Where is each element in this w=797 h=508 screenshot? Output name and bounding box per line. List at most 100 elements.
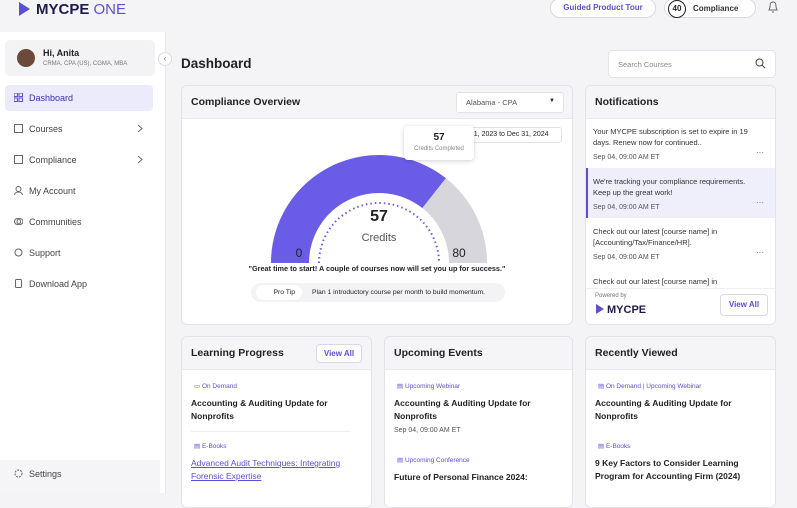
item-tag: ▤ E-Books — [598, 443, 631, 450]
notification-highlight — [586, 168, 775, 218]
tag-text: E-Books — [201, 443, 227, 450]
nav-item[interactable]: Compliance — [5, 147, 153, 173]
card-title: Learning Progress — [191, 347, 284, 359]
item-title[interactable]: Accounting & Auditing Update for Nonprof… — [394, 398, 531, 421]
tag-text: On Demand — [201, 383, 237, 390]
nav-icon — [14, 93, 23, 102]
nav-item[interactable]: My Account — [5, 178, 153, 204]
tag-text: E-Books — [605, 443, 631, 450]
nav-label: Download App — [29, 279, 88, 289]
notification-text[interactable]: Check out our latest [course name] in — [593, 277, 718, 286]
state-select[interactable]: Alabama - CPA ▼ — [456, 92, 564, 113]
nav-icon — [14, 124, 23, 133]
item-tag: ▭ On Demand — [194, 383, 237, 390]
item-tag: ▤ Upcoming Webinar — [397, 383, 461, 390]
gauge-max: 80 — [452, 246, 466, 260]
settings-bar — [0, 460, 160, 493]
avatar — [17, 49, 35, 67]
gauge: 57 Credits 0 80 — [271, 154, 487, 264]
notification-time: Sep 04, 09:00 AM ET — [593, 204, 660, 211]
nav-item[interactable]: Courses — [5, 116, 153, 142]
logo-suffix: ONE — [93, 1, 127, 18]
item-tag: ▤ On Demand | Upcoming Webinar — [598, 383, 702, 390]
bell-icon[interactable] — [767, 1, 779, 14]
logo[interactable]: MYCPE ONE — [36, 1, 126, 18]
learning-card: Learning Progress View All ▭ On Demand A… — [181, 336, 372, 508]
item-tag: ▤ E-Books — [194, 443, 227, 450]
credentials: CRMA, CPA (US), CGMA, MBA — [43, 61, 128, 67]
item-title[interactable]: Accounting & Auditing Update for Nonprof… — [191, 398, 328, 421]
nav-label: Dashboard — [29, 93, 74, 103]
nav-icon — [14, 186, 23, 195]
card-header — [586, 86, 775, 119]
notification-text[interactable]: We're tracking your compliance requireme… — [593, 177, 746, 197]
card-header — [586, 337, 775, 370]
nav-label: Support — [29, 248, 61, 258]
view-all-button[interactable]: View All — [316, 344, 362, 363]
collapse-button[interactable]: ‹ — [158, 52, 172, 66]
nav-label: Courses — [29, 124, 63, 134]
nav-label: My Account — [29, 186, 76, 196]
pro-tip: Pro Tip Plan 1 introductory course per m… — [251, 283, 505, 302]
tag-text: Upcoming Conference — [404, 457, 470, 464]
search-box[interactable]: Search Courses — [608, 50, 776, 78]
tooltip-value: 57 — [433, 132, 445, 143]
tour-button[interactable]: Guided Product Tour — [550, 0, 656, 18]
gauge-value: 57 — [370, 208, 388, 225]
card-header — [385, 337, 572, 370]
tooltip: 57 Credits Completed — [404, 126, 474, 160]
tip-badge: Pro Tip — [256, 285, 302, 300]
nav-icon — [14, 469, 23, 478]
notification-text[interactable]: Check out our latest [course name] in [A… — [593, 227, 718, 247]
gauge-label: Credits — [362, 232, 397, 244]
logo-text: MYCPE — [36, 1, 90, 18]
recent-card: Recently Viewed ▤ On Demand | Upcoming W… — [585, 336, 776, 508]
chevron — [137, 155, 143, 164]
gauge-min: 0 — [296, 246, 303, 260]
tooltip-label: Credits Completed — [414, 146, 464, 152]
item-title[interactable]: Accounting & Auditing Update for Nonprof… — [595, 398, 732, 421]
item-title[interactable]: Future of Personal Finance 2024: — [394, 472, 528, 482]
tag-text: Upcoming Webinar — [404, 383, 461, 390]
item-tag: ▤ Upcoming Conference — [397, 457, 470, 464]
notifications-card: Notifications Your MYCPE subscription is… — [585, 85, 776, 325]
search-placeholder: Search Courses — [618, 60, 672, 69]
item-time: Sep 04, 09:00 AM ET — [394, 427, 461, 434]
nav-item[interactable]: Support — [5, 240, 153, 266]
nav-label: Settings — [29, 469, 62, 479]
item-title[interactable]: 9 Key Factors to Consider Learning Progr… — [595, 458, 741, 481]
logo-mark — [19, 2, 30, 16]
nav-icon — [14, 248, 23, 257]
divider — [191, 431, 351, 432]
brand: MYCPE — [607, 304, 647, 316]
nav-item[interactable]: Download App — [5, 271, 153, 297]
card-title: Upcoming Events — [394, 347, 483, 359]
notification-text[interactable]: Your MYCPE subscription is set to expire… — [593, 127, 748, 147]
brand-mark — [596, 304, 604, 314]
compliance-count: 40 — [668, 0, 686, 18]
compliance-button[interactable]: 40 Compliance — [664, 0, 756, 18]
nav-icon — [14, 218, 23, 225]
nav-item[interactable]: Communities — [5, 209, 153, 235]
nav-icon — [14, 155, 23, 164]
page-title: Dashboard — [181, 56, 252, 71]
settings[interactable]: Settings — [5, 461, 153, 487]
item-link[interactable]: Advanced Audit Techniques: Integrating F… — [191, 458, 341, 481]
events-card: Upcoming Events ▤ Upcoming Webinar Accou… — [384, 336, 573, 508]
quote: "Great time to start! A couple of course… — [248, 264, 506, 273]
notification-time: Sep 04, 09:00 AM ET — [593, 254, 660, 261]
notification-time: Sep 04, 09:00 AM ET — [593, 154, 660, 161]
caret: ▼ — [549, 98, 555, 104]
tag-text: On Demand | Upcoming Webinar — [605, 383, 702, 390]
powered-by: Powered by — [595, 293, 627, 299]
compliance-label: Compliance — [693, 4, 739, 13]
greeting: Hi, Anita — [43, 48, 80, 58]
chevron — [137, 124, 143, 133]
search-icon — [755, 58, 766, 69]
view-all-button[interactable]: View All — [720, 294, 768, 316]
nav-item[interactable]: Dashboard — [5, 85, 153, 111]
nav-label: Compliance — [29, 155, 77, 165]
profile-card[interactable]: Hi, Anita CRMA, CPA (US), CGMA, MBA — [5, 40, 155, 76]
gauge-arc — [271, 154, 446, 263]
nav-icon — [15, 279, 22, 288]
